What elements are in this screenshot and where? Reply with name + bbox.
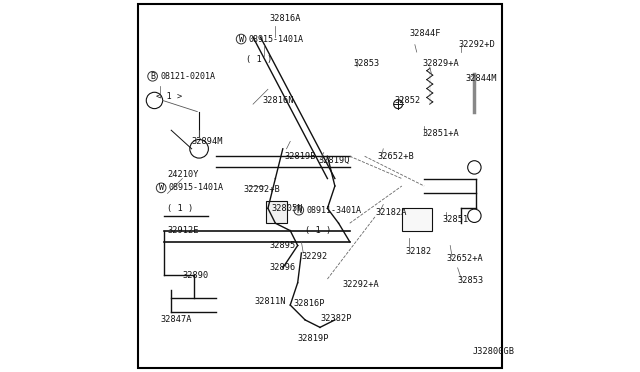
Text: 32890: 32890 bbox=[182, 271, 209, 280]
Text: 32292+A: 32292+A bbox=[342, 280, 379, 289]
Text: 32829+A: 32829+A bbox=[422, 59, 459, 68]
Text: 32912E: 32912E bbox=[168, 226, 199, 235]
Text: 32816P: 32816P bbox=[294, 299, 326, 308]
Text: < 1 >: < 1 > bbox=[156, 92, 182, 101]
Text: 32853: 32853 bbox=[353, 59, 380, 68]
Text: 32895: 32895 bbox=[270, 241, 296, 250]
Text: W: W bbox=[159, 183, 164, 192]
Text: 32811N: 32811N bbox=[255, 297, 287, 306]
Text: ( 1 ): ( 1 ) bbox=[305, 226, 332, 235]
Text: N: N bbox=[296, 206, 301, 215]
Text: 32292: 32292 bbox=[301, 252, 328, 261]
Text: 32894M: 32894M bbox=[191, 137, 223, 146]
Text: 32851: 32851 bbox=[442, 215, 468, 224]
FancyBboxPatch shape bbox=[266, 201, 287, 223]
Text: 32819P: 32819P bbox=[298, 334, 329, 343]
Text: ( 1 ): ( 1 ) bbox=[168, 204, 194, 213]
Text: 32853: 32853 bbox=[458, 276, 484, 285]
Text: 32847A: 32847A bbox=[160, 315, 191, 324]
Text: 32652+A: 32652+A bbox=[447, 254, 483, 263]
Text: 08121-0201A: 08121-0201A bbox=[160, 72, 215, 81]
Text: 24210Y: 24210Y bbox=[168, 170, 199, 179]
Text: J32800GB: J32800GB bbox=[472, 347, 515, 356]
Text: 32292+D: 32292+D bbox=[458, 40, 495, 49]
Text: 32896: 32896 bbox=[270, 263, 296, 272]
Text: 32844M: 32844M bbox=[465, 74, 497, 83]
Text: 08915-1401A: 08915-1401A bbox=[168, 183, 223, 192]
Text: 32844F: 32844F bbox=[410, 29, 441, 38]
Text: B: B bbox=[150, 72, 155, 81]
Text: 32652+B: 32652+B bbox=[378, 152, 415, 161]
FancyBboxPatch shape bbox=[402, 208, 431, 231]
Text: 32851+A: 32851+A bbox=[422, 129, 459, 138]
Text: 32816N: 32816N bbox=[262, 96, 294, 105]
Text: 32182A: 32182A bbox=[376, 208, 407, 217]
Text: W: W bbox=[239, 35, 244, 44]
Text: 08915-1401A: 08915-1401A bbox=[248, 35, 303, 44]
Text: 08911-3401A: 08911-3401A bbox=[306, 206, 361, 215]
Text: 32805N: 32805N bbox=[271, 204, 303, 213]
Text: 32819Q: 32819Q bbox=[318, 155, 349, 164]
Text: 32852: 32852 bbox=[394, 96, 420, 105]
Text: 32292+B: 32292+B bbox=[244, 185, 280, 194]
Text: ( 1 ): ( 1 ) bbox=[246, 55, 272, 64]
Text: 32182: 32182 bbox=[406, 247, 432, 256]
Text: 32816A: 32816A bbox=[270, 14, 301, 23]
Text: 32819B: 32819B bbox=[285, 152, 316, 161]
Text: 32382P: 32382P bbox=[320, 314, 351, 323]
